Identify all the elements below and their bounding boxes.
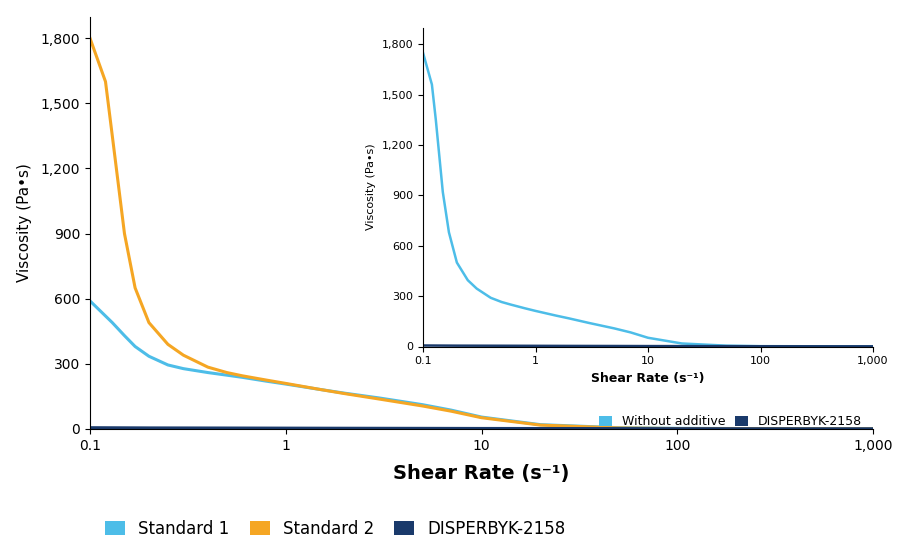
X-axis label: Shear Rate (s⁻¹): Shear Rate (s⁻¹) — [393, 464, 570, 483]
Standard 1 — [446, 407, 456, 414]
Standard 1 — [671, 425, 682, 432]
Line: DISPERBYK-2158: DISPERBYK-2158 — [90, 428, 873, 429]
DISPERBYK-2158 — [868, 426, 878, 432]
Standard 2 — [237, 372, 248, 379]
Standard 2 — [143, 320, 154, 326]
Y-axis label: Viscosity (Pa•s): Viscosity (Pa•s) — [366, 144, 376, 230]
DISPERBYK-2158 — [221, 425, 232, 431]
Standard 2 — [613, 425, 624, 431]
Standard 2 — [130, 284, 140, 291]
DISPERBYK-2158 — [671, 425, 682, 432]
Standard 1 — [143, 353, 154, 360]
Standard 1 — [374, 395, 384, 402]
Standard 1 — [418, 402, 428, 408]
Standard 1 — [809, 426, 820, 432]
Standard 1 — [315, 386, 326, 393]
Standard 2 — [85, 35, 95, 41]
Standard 2 — [178, 352, 189, 359]
Standard 2 — [374, 396, 384, 403]
Standard 2 — [476, 414, 487, 421]
Standard 2 — [163, 341, 174, 348]
Standard 2 — [671, 425, 682, 432]
Legend: Standard 1, Standard 2, DISPERBYK-2158: Standard 1, Standard 2, DISPERBYK-2158 — [98, 513, 572, 544]
Y-axis label: Viscosity (Pa•s): Viscosity (Pa•s) — [17, 163, 32, 282]
DISPERBYK-2158 — [476, 425, 487, 432]
Line: Standard 1: Standard 1 — [90, 301, 873, 429]
Standard 1 — [281, 381, 292, 387]
Standard 2 — [202, 364, 213, 371]
DISPERBYK-2158 — [281, 425, 292, 431]
Standard 2 — [107, 133, 118, 139]
Standard 2 — [446, 408, 456, 415]
Standard 1 — [107, 320, 118, 326]
Standard 1 — [202, 369, 213, 376]
Standard 2 — [281, 380, 292, 387]
Standard 1 — [85, 298, 95, 304]
X-axis label: Shear Rate (s⁻¹): Shear Rate (s⁻¹) — [591, 372, 705, 385]
Standard 2 — [100, 78, 111, 85]
Legend: Without additive, DISPERBYK-2158: Without additive, DISPERBYK-2158 — [594, 410, 867, 433]
Standard 1 — [613, 425, 624, 431]
Standard 2 — [119, 230, 130, 237]
Standard 2 — [339, 390, 350, 397]
Standard 1 — [130, 343, 140, 350]
DISPERBYK-2158 — [85, 425, 95, 431]
Standard 2 — [418, 403, 428, 409]
DISPERBYK-2158 — [613, 425, 624, 432]
Standard 1 — [178, 365, 189, 372]
Standard 1 — [868, 426, 878, 432]
Standard 1 — [476, 414, 487, 420]
Standard 1 — [535, 421, 545, 428]
Standard 1 — [119, 332, 130, 339]
Line: Standard 2: Standard 2 — [90, 38, 873, 429]
Standard 1 — [163, 362, 174, 369]
Standard 1 — [339, 390, 350, 397]
Standard 2 — [868, 426, 878, 432]
DISPERBYK-2158 — [809, 426, 820, 432]
Standard 2 — [221, 369, 232, 376]
Standard 2 — [315, 386, 326, 393]
DISPERBYK-2158 — [418, 425, 428, 432]
Standard 2 — [535, 422, 545, 428]
Standard 2 — [261, 377, 272, 383]
Standard 1 — [237, 374, 248, 381]
Standard 1 — [221, 372, 232, 378]
Standard 1 — [261, 378, 272, 384]
Standard 2 — [809, 426, 820, 432]
DISPERBYK-2158 — [339, 425, 350, 432]
DISPERBYK-2158 — [143, 425, 154, 431]
